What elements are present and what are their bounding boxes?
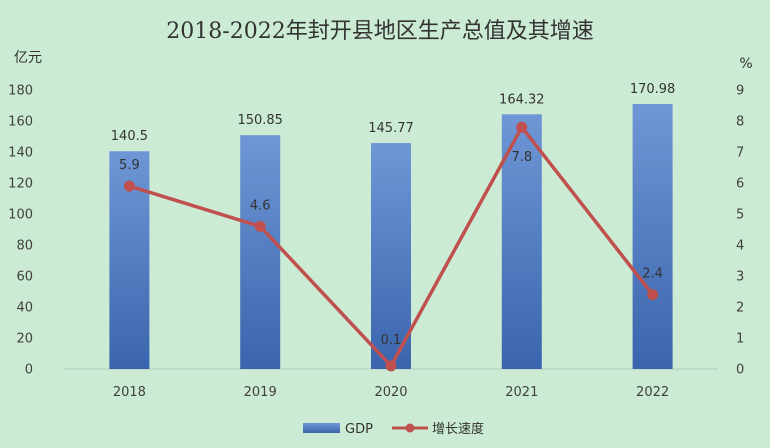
growth-value-label: 5.9 bbox=[119, 158, 140, 173]
left-tick-label: 180 bbox=[8, 84, 33, 99]
left-tick-label: 120 bbox=[8, 177, 33, 192]
left-axis-unit: 亿元 bbox=[14, 50, 42, 66]
gdp-bar-value-label: 164.32 bbox=[499, 92, 545, 107]
growth-line-labels: 5.9 4.6 0.1 7.8 2.4 bbox=[119, 150, 663, 348]
left-tick-label: 140 bbox=[8, 146, 33, 161]
left-tick-label: 20 bbox=[16, 332, 33, 347]
legend-growth-label: 增长速度 bbox=[432, 421, 484, 437]
growth-point bbox=[647, 289, 659, 301]
x-tick-label: 2019 bbox=[244, 385, 277, 400]
x-tick-label: 2018 bbox=[113, 385, 146, 400]
legend: GDP 增长速度 bbox=[303, 421, 484, 437]
right-tick-label: 1 bbox=[736, 332, 744, 347]
left-tick-label: 0 bbox=[25, 363, 33, 378]
x-tick-label: 2022 bbox=[636, 385, 669, 400]
growth-point bbox=[385, 360, 397, 372]
left-axis-ticks: 0 20 40 60 80 100 120 140 160 180 bbox=[8, 84, 33, 378]
legend-gdp-swatch bbox=[303, 423, 340, 433]
right-tick-label: 9 bbox=[736, 84, 744, 99]
chart-title: 2018-2022年封开县地区生产总值及其增速 bbox=[166, 19, 593, 44]
right-tick-label: 4 bbox=[736, 239, 744, 254]
growth-line-series bbox=[123, 121, 659, 372]
left-tick-label: 160 bbox=[8, 115, 33, 130]
x-tick-label: 2021 bbox=[505, 385, 538, 400]
left-tick-label: 100 bbox=[8, 208, 33, 223]
right-tick-label: 8 bbox=[736, 115, 744, 130]
growth-value-label: 0.1 bbox=[381, 333, 402, 348]
legend-growth-marker bbox=[405, 423, 415, 433]
gdp-bar-value-label: 140.5 bbox=[111, 129, 148, 144]
growth-point bbox=[123, 180, 135, 192]
gdp-bar bbox=[240, 135, 281, 369]
gdp-bar-value-label: 145.77 bbox=[368, 121, 414, 136]
right-tick-label: 5 bbox=[736, 208, 744, 223]
left-tick-label: 60 bbox=[16, 270, 33, 285]
right-tick-label: 3 bbox=[736, 270, 744, 285]
right-tick-label: 6 bbox=[736, 177, 744, 192]
right-axis-unit: % bbox=[739, 56, 752, 72]
legend-gdp-label: GDP bbox=[345, 422, 373, 437]
gdp-bars bbox=[109, 103, 673, 369]
gdp-bar-value-label: 170.98 bbox=[630, 82, 676, 97]
right-tick-label: 7 bbox=[736, 146, 744, 161]
growth-value-label: 7.8 bbox=[511, 150, 532, 165]
left-tick-label: 40 bbox=[16, 301, 33, 316]
growth-point bbox=[254, 220, 266, 232]
gdp-bar-labels: 140.5 150.85 145.77 164.32 170.98 bbox=[111, 82, 676, 144]
growth-point bbox=[516, 121, 528, 133]
growth-value-label: 2.4 bbox=[642, 267, 663, 282]
x-axis-ticks: 2018 2019 2020 2021 2022 bbox=[113, 385, 669, 400]
gdp-bar bbox=[632, 103, 673, 369]
right-axis-ticks: 0 1 2 3 4 5 6 7 8 9 bbox=[736, 84, 744, 378]
gdp-bar bbox=[371, 143, 411, 369]
left-tick-label: 80 bbox=[16, 239, 33, 254]
right-tick-label: 2 bbox=[736, 301, 744, 316]
gdp-bar bbox=[501, 114, 542, 369]
gdp-bar-value-label: 150.85 bbox=[237, 113, 283, 128]
right-tick-label: 0 bbox=[736, 363, 744, 378]
x-tick-label: 2020 bbox=[374, 385, 407, 400]
growth-value-label: 4.6 bbox=[250, 198, 271, 213]
